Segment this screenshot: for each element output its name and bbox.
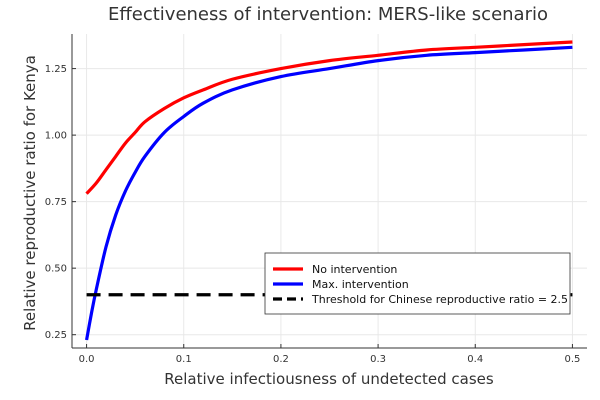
x-axis-label: Relative infectiousness of undetected ca… <box>164 370 494 388</box>
x-tick-label: 0.2 <box>273 354 289 365</box>
axes <box>71 34 587 349</box>
x-tick-label: 0.1 <box>176 354 192 365</box>
x-tick-label: 0.0 <box>79 354 95 365</box>
tick-labels: 0.0 0.1 0.2 0.3 0.4 0.5 0.25 0.50 0.75 1.00 1.25 <box>45 64 581 365</box>
legend-max-intervention: Max. intervention <box>273 278 409 291</box>
y-tick-label: 0.50 <box>45 264 67 275</box>
y-tick-label: 1.00 <box>45 131 67 142</box>
y-tick-label: 1.25 <box>45 64 67 75</box>
x-tick-label: 0.4 <box>467 354 483 365</box>
no-intervention-line <box>85 40 573 195</box>
legend-threshold: Threshold for Chinese reproductive ratio… <box>273 293 568 306</box>
legend-no-intervention: No intervention <box>273 263 397 276</box>
legend-box <box>264 252 571 315</box>
x-tick-label: 0.3 <box>370 354 386 365</box>
legend: No intervention Max. intervention Threshol… <box>264 252 571 315</box>
chart-title: Effectiveness of intervention: MERS-like… <box>108 4 548 25</box>
y-tick-label: 0.75 <box>45 197 67 208</box>
legend-label: Max. intervention <box>312 278 409 291</box>
x-tick-label: 0.5 <box>564 354 580 365</box>
y-tick-label: 0.25 <box>45 330 67 341</box>
y-axis-label: Relative reproductive ratio for Kenya <box>21 55 39 331</box>
legend-label: Threshold for Chinese reproductive ratio… <box>311 293 568 306</box>
legend-label: No intervention <box>312 263 397 276</box>
max-intervention-line <box>85 45 573 341</box>
